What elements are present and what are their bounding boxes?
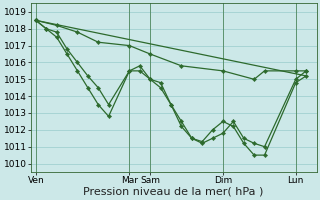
X-axis label: Pression niveau de la mer( hPa ): Pression niveau de la mer( hPa ) [84,187,264,197]
